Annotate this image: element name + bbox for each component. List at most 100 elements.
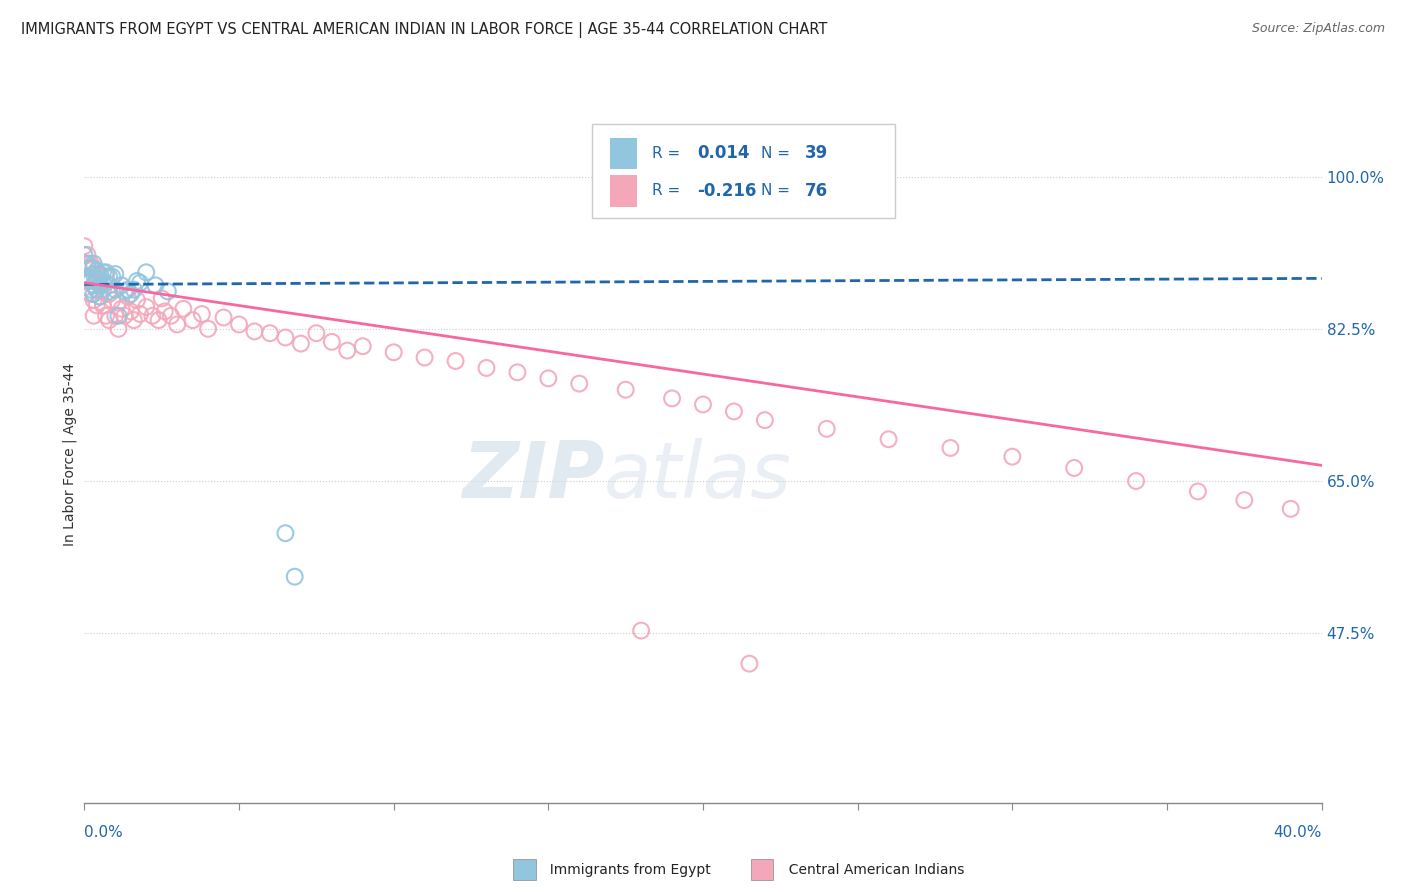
Point [86,298,108,312]
Point [98,269,121,284]
Text: -0.216: -0.216 [697,182,756,200]
Point [129,276,152,290]
Point [413,351,436,365]
Point [86,263,108,277]
Text: ZIP: ZIP [461,438,605,514]
Point [79,272,101,286]
Point [91,283,114,297]
Point [73,239,96,253]
Text: Source: ZipAtlas.com: Source: ZipAtlas.com [1251,22,1385,36]
Point [274,526,297,541]
Point [1125,474,1147,488]
Point [305,326,328,341]
Point [125,293,148,307]
Point [537,371,560,385]
Text: 76: 76 [804,182,828,200]
Text: 0.0%: 0.0% [84,824,124,839]
Text: atlas: atlas [605,438,792,514]
Point [212,310,235,325]
FancyBboxPatch shape [592,124,894,219]
Point [135,265,157,279]
Point [754,413,776,427]
Point [110,278,132,293]
Point [692,397,714,411]
Point [506,365,529,379]
Y-axis label: In Labor Force | Age 35-44: In Labor Force | Age 35-44 [63,363,77,547]
Point [568,376,591,391]
Point [104,267,127,281]
Point [738,657,761,671]
Text: R =: R = [652,145,685,161]
Point [1001,450,1024,464]
Point [1063,461,1085,475]
Point [120,287,142,301]
Point [939,441,962,455]
Point [228,318,250,332]
Point [91,298,114,312]
Point [122,313,145,327]
Point [815,422,838,436]
Point [107,309,129,323]
Point [614,383,637,397]
Point [166,318,188,332]
Point [274,330,297,344]
Point [98,313,121,327]
Point [107,322,129,336]
Point [156,285,179,299]
Point [723,404,745,418]
Point [83,278,105,293]
Point [284,570,307,584]
Point [73,248,96,262]
FancyBboxPatch shape [610,137,637,169]
Point [79,283,101,297]
Point [76,274,98,288]
Point [101,269,124,284]
Point [83,309,105,323]
Point [125,274,148,288]
Point [79,274,101,288]
Point [122,283,145,297]
Point [89,278,111,293]
Point [86,267,108,281]
Point [89,267,111,281]
Point [141,309,163,323]
Point [79,260,101,275]
Point [1187,484,1209,499]
Point [83,293,105,307]
Text: 0.014: 0.014 [697,145,749,162]
Point [76,260,98,275]
Point [475,360,498,375]
Point [160,309,183,323]
Point [243,325,266,339]
Point [91,265,114,279]
Point [877,432,900,446]
Point [148,313,170,327]
Point [83,260,105,275]
Text: N =: N = [761,145,794,161]
Point [73,257,96,271]
Text: IMMIGRANTS FROM EGYPT VS CENTRAL AMERICAN INDIAN IN LABOR FORCE | AGE 35-44 CORR: IMMIGRANTS FROM EGYPT VS CENTRAL AMERICA… [21,22,828,38]
Point [181,313,204,327]
Point [444,354,467,368]
Point [117,290,139,304]
Point [104,309,127,323]
Point [89,290,111,304]
Point [89,290,111,304]
Point [94,269,117,284]
Point [101,293,124,307]
Point [104,283,127,297]
Point [145,278,167,293]
Point [98,285,121,299]
Point [83,257,105,271]
Point [150,291,173,305]
Point [197,322,219,336]
Point [91,276,114,290]
Point [94,309,117,323]
Point [79,257,101,271]
Text: N =: N = [761,184,794,198]
Point [661,392,683,406]
FancyBboxPatch shape [610,175,637,207]
Point [89,276,111,290]
Point [86,272,108,286]
Point [76,248,98,262]
